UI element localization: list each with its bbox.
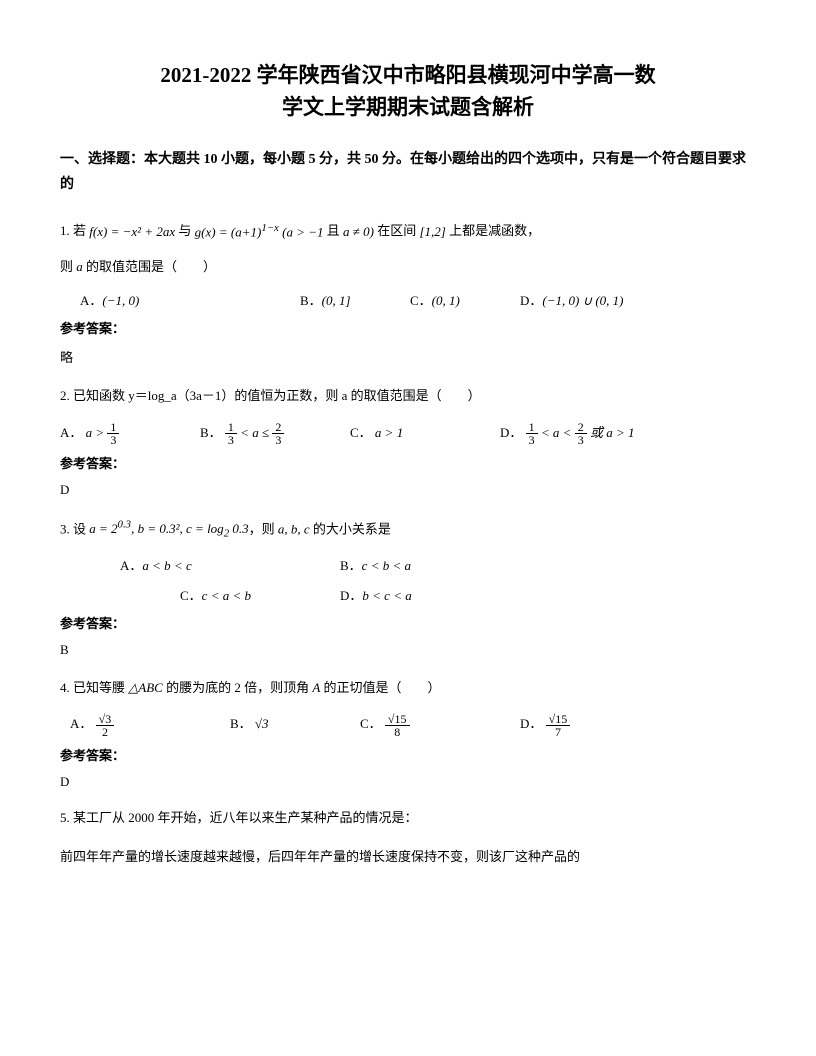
- q3-optc-val: c < a < b: [202, 588, 251, 603]
- q1-option-d: D．(−1, 0) ∪ (0, 1): [520, 288, 624, 314]
- label-b: B．: [300, 293, 322, 308]
- q2-option-d: D． 13 < a < 23 或 a > 1: [500, 417, 635, 450]
- q4-opta-val: √32: [96, 716, 115, 731]
- q3-optd-val: b < c < a: [362, 588, 411, 603]
- q3-options-row1: A．a < b < c B．c < b < a: [60, 553, 756, 579]
- q3-option-c: C．c < a < b: [180, 583, 340, 609]
- q4-label-c: C．: [360, 716, 382, 731]
- q3-label-a: A．: [120, 558, 142, 573]
- q1-line2-prefix: 则: [60, 259, 76, 274]
- q3-opta-val: a < b < c: [142, 558, 191, 573]
- q4-option-b: B． √3: [230, 708, 360, 741]
- question-5-para: 前四年年产量的增长速度越来越慢，后四年年产量的增长速度保持不变，则该厂这种产品的: [60, 845, 756, 870]
- q1-mid3: 在区间: [374, 223, 420, 238]
- section-heading-text: 一、选择题：本大题共 10 小题，每小题 5 分，共 50 分。在每小题给出的四…: [60, 152, 746, 192]
- q2-opta-formula: a > 13: [86, 425, 120, 440]
- q2-a-prefix: A．: [60, 425, 82, 440]
- question-5-stem: 5. 某工厂从 2000 年开始，近八年以来生产某种产品的情况是：: [60, 806, 756, 831]
- q1-opta-val: (−1, 0): [102, 293, 139, 308]
- q2-option-b: B． 13 < a ≤ 23: [200, 417, 350, 450]
- q4-triangle: △ABC: [128, 680, 163, 695]
- q3-options-row2: C．c < a < b D．b < c < a: [60, 583, 756, 609]
- q1-optc-val: (0, 1): [432, 293, 460, 308]
- label-c: C．: [410, 293, 432, 308]
- q1-mid2: 且: [324, 223, 344, 238]
- q2-b-prefix: B．: [200, 425, 222, 440]
- q2-answer-label: 参考答案：: [60, 453, 756, 472]
- q3-label-b: B．: [340, 558, 362, 573]
- q3-formula: a = 20.3, b = 0.3², c = log2 0.3: [89, 521, 248, 536]
- q2-optb-formula: 13 < a ≤ 23: [225, 425, 284, 440]
- q4-end: 的正切值是（ ）: [320, 680, 440, 695]
- q4-label-d: D．: [520, 716, 542, 731]
- q3-answer-label: 参考答案：: [60, 613, 756, 632]
- q1-mid1: 与: [175, 223, 195, 238]
- question-1-line2: 则 a 的取值范围是（ ）: [60, 253, 756, 282]
- q3-option-a: A．a < b < c: [120, 553, 340, 579]
- q1-end: 上都是减函数，: [446, 223, 540, 238]
- question-2: 2. 已知函数 y＝log_a（3a－1）的值恒为正数，则 a 的取值范围是（ …: [60, 382, 756, 411]
- q2-d-prefix: D．: [500, 425, 522, 440]
- q3-mid: ，则: [249, 521, 278, 536]
- q4-answer: D: [60, 774, 756, 790]
- q1-formula4: [1,2]: [420, 218, 446, 247]
- q4-option-c: C． √158: [360, 708, 520, 741]
- title-line-1: 2021-2022 学年陕西省汉中市略阳县横现河中学高一数: [60, 60, 756, 92]
- q1-optb-val: (0, 1]: [322, 293, 351, 308]
- q3-label-c: C．: [180, 588, 202, 603]
- q4-optb-val: √3: [255, 716, 269, 731]
- q3-prefix: 3. 设: [60, 521, 89, 536]
- q3-option-b: B．c < b < a: [340, 553, 411, 579]
- q3-option-d: D．b < c < a: [340, 583, 412, 609]
- q2-answer: D: [60, 482, 756, 498]
- label-d: D．: [520, 293, 542, 308]
- q4-optd-val: √157: [546, 716, 571, 731]
- q4-answer-label: 参考答案：: [60, 745, 756, 764]
- q3-end: 的大小关系是: [310, 521, 391, 536]
- q1-option-a: A．(−1, 0): [80, 288, 300, 314]
- q4-option-d: D． √157: [520, 708, 570, 741]
- q2-c-prefix: C．: [350, 425, 372, 440]
- q2-options: A． a > 13 B． 13 < a ≤ 23 C． a > 1 D． 13 …: [60, 417, 756, 450]
- label-a: A．: [80, 293, 102, 308]
- q1-formula3: a ≠ 0): [343, 218, 374, 247]
- title-line-2: 学文上学期期末试题含解析: [60, 92, 756, 124]
- q3-label-d: D．: [340, 588, 362, 603]
- q1-formula1: f(x) = −x² + 2ax: [89, 218, 175, 247]
- document-title: 2021-2022 学年陕西省汉中市略阳县横现河中学高一数 学文上学期期末试题含…: [60, 60, 756, 123]
- question-1: 1. 若 f(x) = −x² + 2ax 与 g(x) = (a+1)1−x …: [60, 217, 756, 247]
- q1-optd-val: (−1, 0) ∪ (0, 1): [542, 293, 623, 308]
- q4-mid: 的腰为底的 2 倍，则顶角: [163, 680, 313, 695]
- q1-answer: 略: [60, 347, 756, 366]
- q2-option-a: A． a > 13: [60, 417, 200, 450]
- q3-answer: B: [60, 642, 756, 658]
- q4-options: A． √32 B． √3 C． √158 D． √157: [60, 708, 756, 741]
- q2-optc-formula: a > 1: [375, 425, 403, 440]
- q2-optd-formula: 13 < a < 23 或 a > 1: [526, 425, 635, 440]
- q3-optb-val: c < b < a: [362, 558, 411, 573]
- question-3: 3. 设 a = 20.3, b = 0.3², c = log2 0.3，则 …: [60, 514, 756, 547]
- q1-options: A．(−1, 0) B．(0, 1] C．(0, 1) D．(−1, 0) ∪ …: [60, 288, 756, 314]
- q4-optc-val: √158: [385, 716, 410, 731]
- q1-answer-label: 参考答案：: [60, 318, 756, 337]
- question-4: 4. 已知等腰 △ABC 的腰为底的 2 倍，则顶角 A 的正切值是（ ）: [60, 674, 756, 703]
- q1-prefix: 1. 若: [60, 223, 89, 238]
- q2-option-c: C． a > 1: [350, 417, 500, 450]
- q4-label-b: B．: [230, 716, 252, 731]
- q4-label-a: A．: [70, 716, 92, 731]
- q1-line2-end: 的取值范围是（ ）: [83, 259, 216, 274]
- section-heading: 一、选择题：本大题共 10 小题，每小题 5 分，共 50 分。在每小题给出的四…: [60, 147, 756, 197]
- q1-formula2: g(x) = (a+1)1−x (a > −1: [195, 217, 324, 247]
- q4-option-a: A． √32: [70, 708, 230, 741]
- q1-option-b: B．(0, 1]: [300, 288, 410, 314]
- q4-prefix: 4. 已知等腰: [60, 680, 128, 695]
- q3-vars: a, b, c: [278, 521, 310, 536]
- q1-option-c: C．(0, 1): [410, 288, 520, 314]
